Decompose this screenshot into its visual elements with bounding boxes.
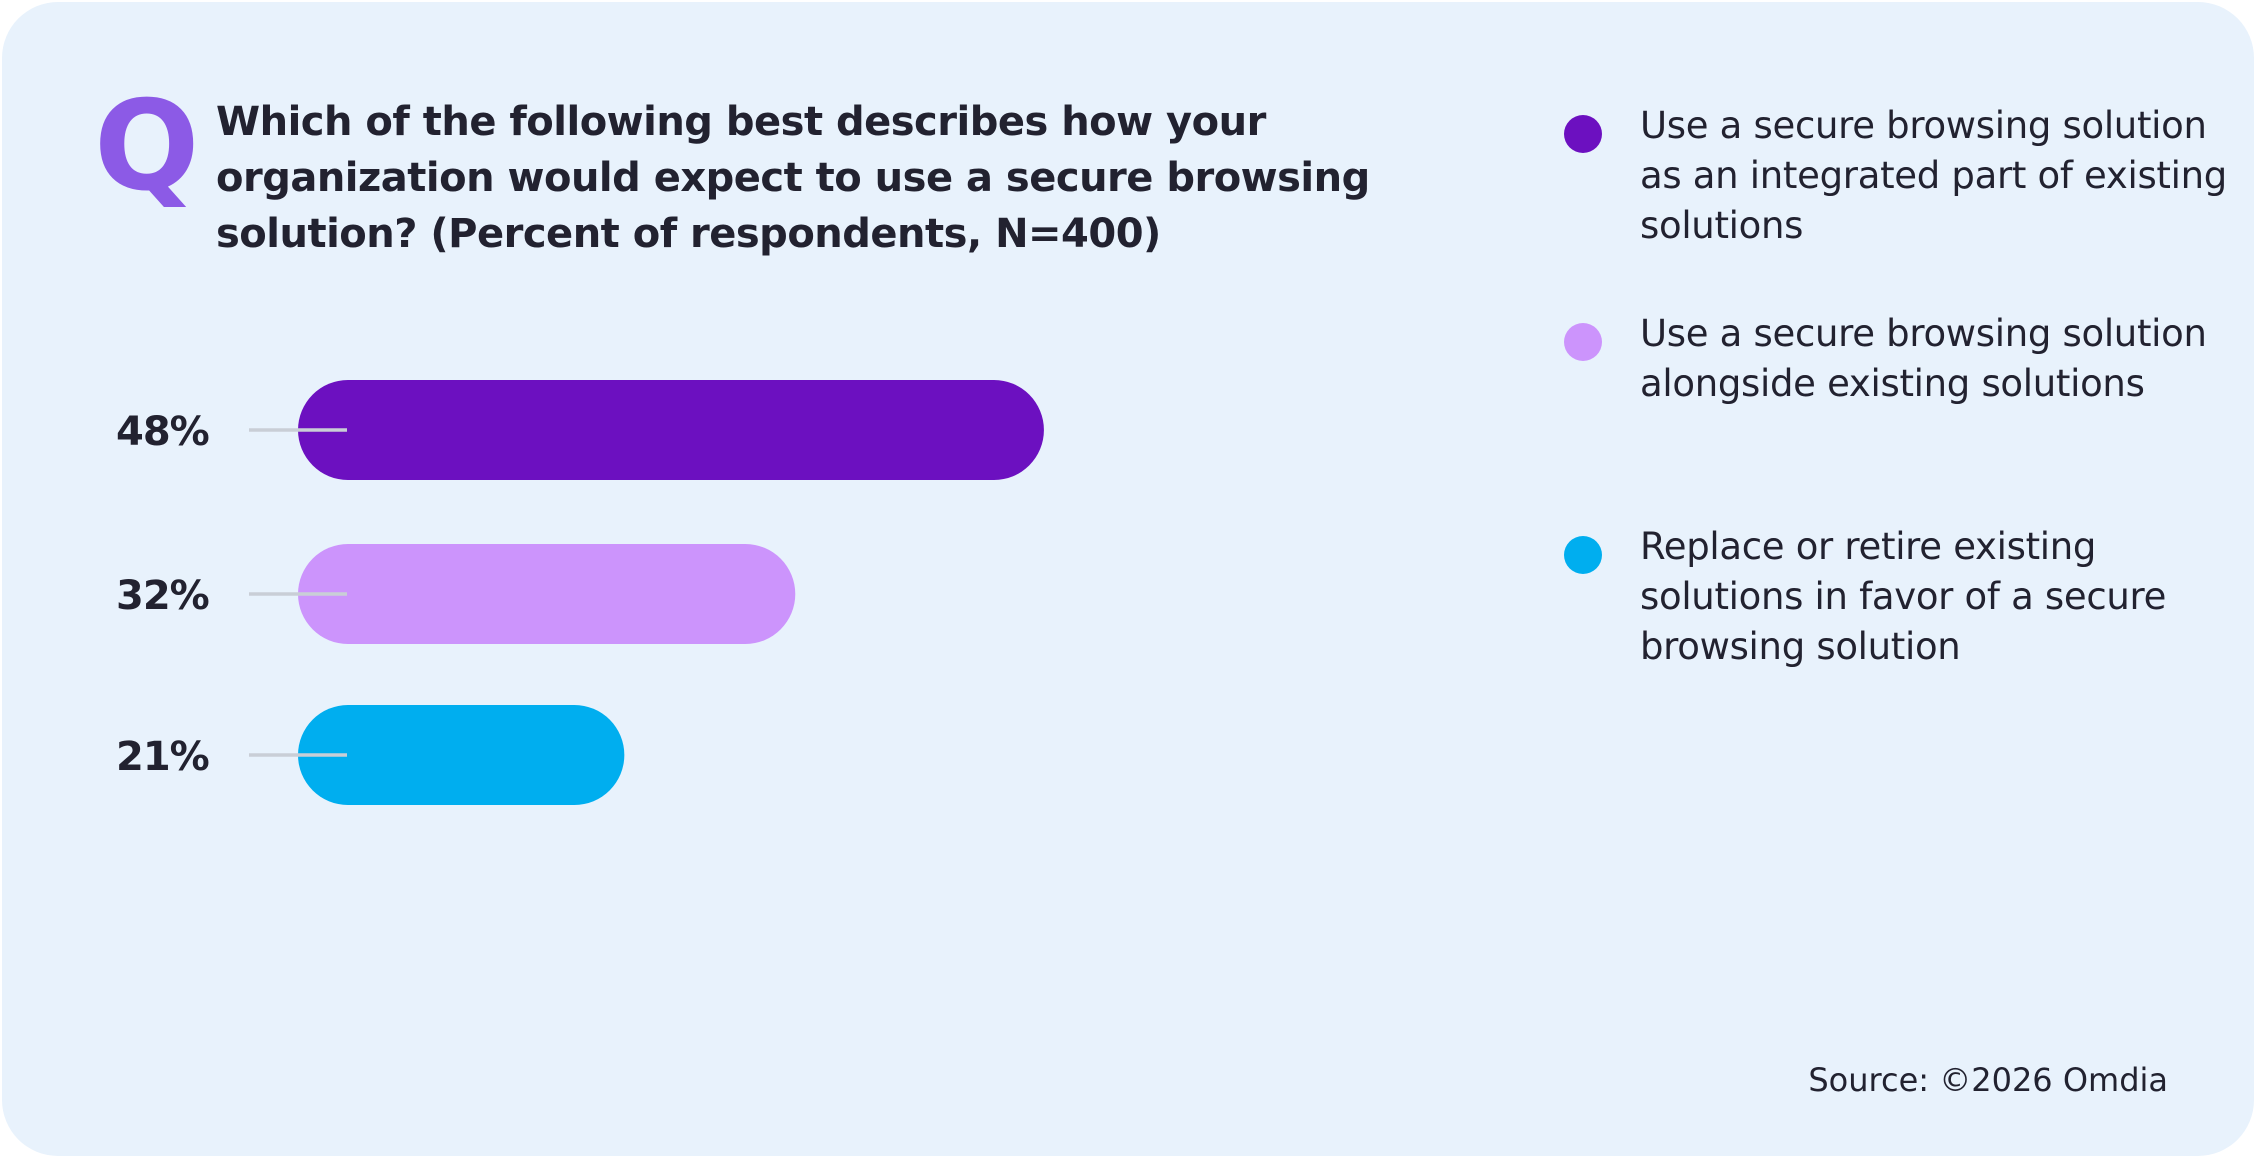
bar	[298, 544, 796, 644]
legend-entry: Use a secure browsing solution alongside…	[1640, 312, 2207, 405]
value-label: 21%	[116, 734, 210, 780]
legend-entry: Replace or retire existing solutions in …	[1640, 525, 2167, 668]
title-marker: Q	[94, 75, 200, 219]
value-label: 32%	[116, 573, 210, 619]
legend-swatch	[1564, 536, 1602, 574]
legend-entry: Use a secure browsing solution as an int…	[1640, 104, 2227, 247]
value-label: 48%	[116, 409, 210, 455]
legend-swatch	[1564, 115, 1602, 153]
legend-swatch	[1564, 323, 1602, 361]
bar	[298, 380, 1044, 480]
chart-title: Which of the following best describes ho…	[216, 99, 1370, 257]
source-note: Source: ©2026 Omdia	[1808, 1061, 2168, 1099]
bar	[298, 705, 625, 805]
